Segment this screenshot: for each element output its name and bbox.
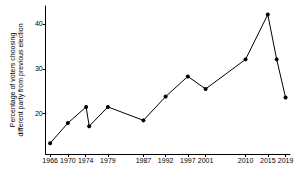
svg-text:2001: 2001 (198, 157, 214, 164)
svg-text:2019: 2019 (278, 157, 294, 164)
svg-text:20: 20 (35, 110, 43, 117)
svg-text:1974: 1974 (78, 157, 94, 164)
svg-text:2010: 2010 (238, 157, 254, 164)
svg-text:1970: 1970 (60, 157, 76, 164)
svg-text:1992: 1992 (158, 157, 174, 164)
svg-text:40: 40 (35, 20, 43, 27)
svg-text:2015: 2015 (260, 157, 276, 164)
svg-text:1966: 1966 (42, 157, 58, 164)
svg-text:1979: 1979 (100, 157, 116, 164)
svg-text:different party from previous: different party from previous election (17, 23, 25, 136)
svg-text:1987: 1987 (136, 157, 152, 164)
svg-text:Percentage of voters choosing: Percentage of voters choosing (9, 33, 17, 128)
svg-text:30: 30 (35, 65, 43, 72)
svg-text:1997: 1997 (180, 157, 196, 164)
